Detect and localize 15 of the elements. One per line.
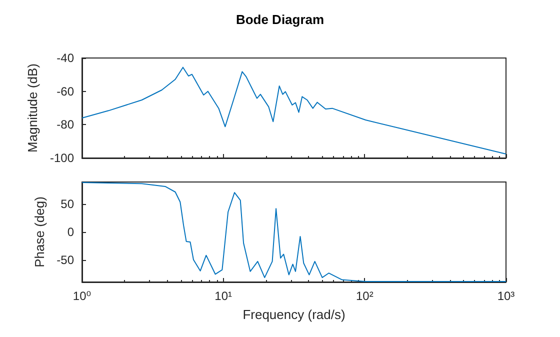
y-axis-title: Phase (deg) [32, 196, 47, 268]
x-tick-label: 10⁰ [72, 289, 92, 303]
y-tick-label: -40 [56, 51, 74, 65]
y-tick-label: 50 [60, 197, 74, 212]
y-tick-label: -80 [56, 118, 74, 132]
y-tick-label: -50 [56, 252, 74, 267]
chart-title: Bode Diagram [236, 12, 324, 27]
y-tick-label: -60 [56, 84, 74, 98]
y-tick-label: -100 [50, 151, 74, 165]
x-tick-label: 10³ [497, 289, 515, 303]
x-tick-label: 10¹ [214, 289, 232, 303]
x-axis-title: Frequency (rad/s) [242, 307, 346, 322]
y-tick-label: 0 [67, 225, 74, 239]
y-axis-title: Magnitude (dB) [25, 64, 40, 152]
x-tick-label: 10² [356, 289, 374, 303]
